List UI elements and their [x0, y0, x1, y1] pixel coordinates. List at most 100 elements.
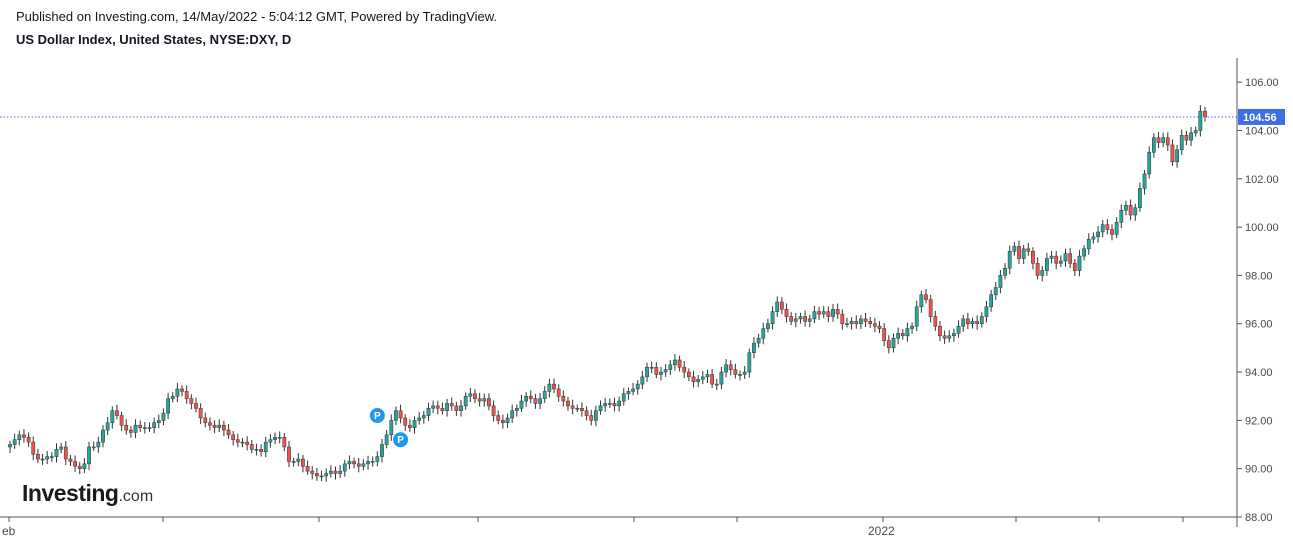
- candle: [235, 439, 240, 443]
- event-marker[interactable]: P: [368, 407, 386, 425]
- candle: [547, 383, 552, 392]
- candle: [87, 446, 91, 465]
- candle: [756, 337, 761, 344]
- candle: [268, 439, 273, 443]
- candle: [724, 364, 728, 373]
- candle: [259, 449, 263, 453]
- investing-logo: Investing.com: [22, 480, 153, 507]
- candle: [245, 441, 250, 445]
- candle: [956, 325, 961, 334]
- candle: [700, 376, 705, 380]
- y-tick-label: 92.00: [1245, 415, 1273, 427]
- candle: [882, 328, 887, 341]
- candle: [375, 456, 380, 462]
- candle: [1045, 258, 1049, 271]
- candle: [291, 461, 296, 463]
- y-tick-label: 90.00: [1245, 464, 1273, 476]
- candle: [77, 466, 82, 469]
- candle: [691, 376, 696, 382]
- candle: [22, 434, 26, 438]
- logo-brand: Investing: [22, 480, 119, 506]
- candle: [305, 466, 310, 472]
- candle: [761, 328, 766, 339]
- candle: [389, 420, 394, 436]
- candle: [1003, 267, 1007, 276]
- candle: [194, 403, 198, 409]
- candle: [208, 422, 212, 426]
- candle: [728, 364, 733, 370]
- candle: [793, 318, 798, 322]
- candle: [849, 321, 854, 324]
- candle: [910, 325, 914, 329]
- candle: [593, 410, 598, 421]
- candle: [287, 446, 291, 462]
- candle: [538, 398, 542, 404]
- candle: [347, 461, 352, 465]
- candle: [319, 475, 324, 478]
- candle: [1077, 255, 1082, 271]
- candle: [719, 371, 724, 385]
- event-marker-label: P: [397, 435, 404, 446]
- event-marker-label: P: [374, 411, 381, 422]
- event-marker[interactable]: P: [392, 431, 410, 449]
- candle: [1133, 207, 1138, 216]
- candle: [152, 422, 157, 428]
- candle: [1138, 188, 1142, 209]
- candle: [1035, 263, 1040, 276]
- candle: [394, 410, 398, 421]
- candle: [663, 369, 668, 373]
- candle: [989, 294, 993, 308]
- candle: [766, 323, 770, 329]
- candle: [975, 321, 980, 324]
- candle: [352, 461, 356, 465]
- candle: [68, 458, 73, 462]
- candle: [1072, 263, 1077, 271]
- candle: [733, 369, 738, 375]
- candle: [1165, 137, 1170, 146]
- candle: [854, 321, 859, 324]
- candle: [659, 371, 663, 375]
- candle: [533, 398, 538, 404]
- candle: [8, 444, 12, 448]
- candle: [607, 403, 612, 405]
- candle: [621, 393, 626, 402]
- candle: [817, 311, 821, 315]
- candle: [459, 405, 463, 411]
- candle: [301, 458, 305, 467]
- candle: [914, 306, 919, 327]
- candle: [1147, 151, 1152, 175]
- candle: [566, 400, 570, 407]
- candle: [775, 301, 780, 312]
- candle: [1105, 224, 1110, 230]
- candle: [584, 410, 589, 416]
- y-axis-ticks: 88.00 90.00 92.00 94.00 96.00 98.00 100.00 102.…: [1237, 77, 1279, 524]
- candle: [677, 359, 682, 368]
- candle: [277, 437, 282, 439]
- candle: [310, 470, 315, 474]
- candle: [212, 424, 217, 428]
- candle: [752, 342, 756, 353]
- candle: [119, 415, 124, 426]
- candle: [1193, 130, 1198, 134]
- candle: [682, 366, 687, 373]
- candle: [1012, 246, 1017, 252]
- candle: [96, 441, 101, 448]
- candle: [1203, 110, 1207, 118]
- y-tick-label: 98.00: [1245, 270, 1273, 282]
- candle: [412, 420, 417, 428]
- candle: [942, 335, 947, 339]
- candle: [505, 417, 510, 424]
- candle: [1119, 209, 1124, 223]
- candle: [82, 463, 87, 469]
- candle: [580, 408, 584, 411]
- candle: [1068, 253, 1073, 264]
- candle: [635, 383, 640, 390]
- candle: [738, 374, 742, 376]
- candle: [198, 408, 203, 419]
- candle: [1058, 260, 1063, 264]
- candle: [919, 294, 924, 308]
- candle: [91, 446, 96, 449]
- candle: [886, 340, 891, 349]
- candle: [1156, 137, 1161, 143]
